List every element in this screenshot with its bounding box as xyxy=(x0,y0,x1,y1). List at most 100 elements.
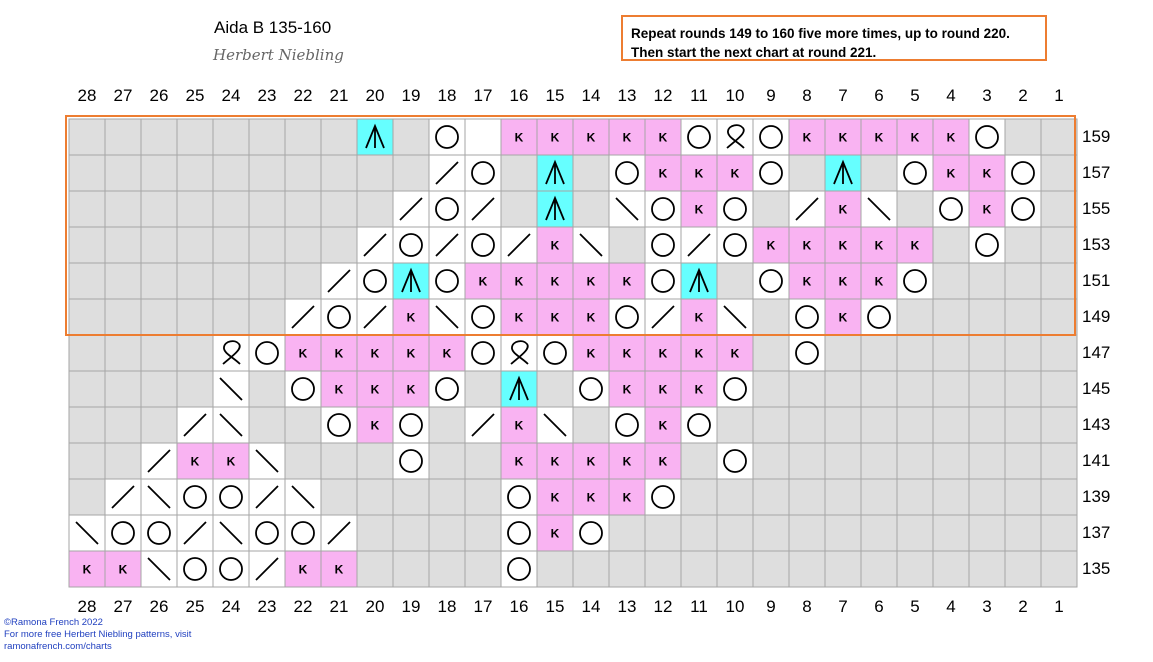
chart-cell-no-stitch xyxy=(932,334,970,372)
svg-text:K: K xyxy=(515,275,524,289)
chart-cell-knit-through-back-loop: K xyxy=(680,370,718,408)
chart-cell-yarn-over xyxy=(644,262,682,300)
chart-cell-left-slant-decrease xyxy=(284,478,322,516)
chart-cell-knit-through-back-loop: K xyxy=(536,226,574,264)
column-number: 6 xyxy=(874,597,884,616)
chart-cell-left-slant-decrease xyxy=(68,514,106,552)
chart-cell-centered-double-decrease xyxy=(356,118,394,156)
column-number: 9 xyxy=(766,86,776,105)
chart-cell-knit-through-back-loop: K xyxy=(500,262,538,300)
chart-cell-no-stitch xyxy=(788,478,826,516)
chart-cell-no-stitch xyxy=(320,442,358,480)
svg-text:K: K xyxy=(839,239,848,253)
chart-cell-no-stitch xyxy=(752,550,790,588)
chart-cell-no-stitch xyxy=(140,334,178,372)
chart-cell-yarn-over xyxy=(716,190,754,228)
chart-title: Aida B 135-160 xyxy=(214,18,332,37)
chart-cell-yarn-over xyxy=(896,262,934,300)
svg-text:K: K xyxy=(875,239,884,253)
svg-text:K: K xyxy=(371,383,380,397)
chart-cell-yarn-over xyxy=(392,442,430,480)
column-number: 28 xyxy=(77,597,97,616)
footer-copyright: ©Ramona French 2022 xyxy=(4,617,103,628)
chart-cell-right-slant-decrease xyxy=(680,226,718,264)
chart-cell-knit-through-back-loop: K xyxy=(284,334,322,372)
chart-cell-no-stitch xyxy=(284,262,322,300)
chart-cell-no-stitch xyxy=(464,442,502,480)
chart-cell-no-stitch xyxy=(68,298,106,336)
column-number: 11 xyxy=(690,86,708,105)
svg-text:K: K xyxy=(515,131,524,145)
chart-cell-yarn-over xyxy=(680,118,718,156)
chart-cell-no-stitch xyxy=(248,190,286,228)
chart-cell-no-stitch xyxy=(104,370,142,408)
chart-cell-no-stitch xyxy=(176,334,214,372)
svg-text:K: K xyxy=(371,419,380,433)
chart-cell-no-stitch xyxy=(860,154,898,192)
svg-text:K: K xyxy=(983,203,992,217)
column-number: 25 xyxy=(185,86,205,105)
footer-line-2: For more free Herbert Niebling patterns,… xyxy=(4,629,192,640)
chart-cell-right-slant-decrease xyxy=(140,442,178,480)
chart-cell-no-stitch xyxy=(392,118,430,156)
chart-cell-knit-through-back-loop: K xyxy=(896,226,934,264)
chart-cell-no-stitch xyxy=(716,478,754,516)
column-number: 27 xyxy=(113,86,133,105)
chart-cell-no-stitch xyxy=(68,478,106,516)
chart-cell-yarn-over xyxy=(716,370,754,408)
designer-name: Herbert Niebling xyxy=(213,46,344,64)
chart-cell-yarn-over xyxy=(104,514,142,552)
chart-cell-left-slant-decrease xyxy=(212,370,250,408)
svg-text:K: K xyxy=(803,131,812,145)
chart-cell-right-slant-decrease xyxy=(392,190,430,228)
chart-cell-knit-through-back-loop: K xyxy=(500,442,538,480)
svg-text:K: K xyxy=(515,311,524,325)
svg-text:K: K xyxy=(299,347,308,361)
chart-cell-knit-through-back-loop: K xyxy=(644,442,682,480)
chart-cell-knit-through-back-loop: K xyxy=(644,118,682,156)
svg-text:K: K xyxy=(767,239,776,253)
chart-cell-no-stitch xyxy=(752,334,790,372)
chart-cell-cell xyxy=(464,118,502,156)
svg-text:K: K xyxy=(659,167,668,181)
chart-cell-knit-through-back-loop: K xyxy=(680,298,718,336)
svg-text:K: K xyxy=(551,239,560,253)
chart-cell-left-slant-decrease xyxy=(608,190,646,228)
chart-cell-knit-through-back-loop: K xyxy=(392,298,430,336)
chart-cell-no-stitch xyxy=(248,262,286,300)
chart-cell-right-slant-decrease xyxy=(320,262,358,300)
chart-cell-right-slant-decrease xyxy=(464,406,502,444)
chart-cell-no-stitch xyxy=(68,370,106,408)
svg-text:K: K xyxy=(551,527,560,541)
chart-cell-yarn-over xyxy=(500,478,538,516)
row-number: 153 xyxy=(1082,235,1111,254)
chart-cell-no-stitch xyxy=(644,550,682,588)
chart-cell-no-stitch xyxy=(356,190,394,228)
svg-text:K: K xyxy=(659,383,668,397)
chart-cell-no-stitch xyxy=(176,298,214,336)
chart-cell-no-stitch xyxy=(896,478,934,516)
chart-cell-knit-through-back-loop: K xyxy=(608,478,646,516)
chart-cell-no-stitch xyxy=(1004,406,1042,444)
chart-cell-knit-through-back-loop: K xyxy=(824,298,862,336)
chart-cell-knit-through-back-loop: K xyxy=(608,262,646,300)
chart-cell-no-stitch xyxy=(212,154,250,192)
svg-text:K: K xyxy=(623,383,632,397)
chart-cell-yarn-over xyxy=(248,334,286,372)
chart-cell-no-stitch xyxy=(392,514,430,552)
svg-text:K: K xyxy=(587,491,596,505)
repeat-note-box: Repeat rounds 149 to 160 five more times… xyxy=(621,15,1047,61)
svg-text:K: K xyxy=(587,131,596,145)
chart-cell-no-stitch xyxy=(968,550,1006,588)
chart-cell-knit-through-back-loop: K xyxy=(788,226,826,264)
chart-cell-no-stitch xyxy=(1004,334,1042,372)
svg-text:K: K xyxy=(731,347,740,361)
chart-cell-centered-double-decrease xyxy=(680,262,718,300)
chart-cell-no-stitch xyxy=(824,514,862,552)
chart-cell-no-stitch xyxy=(1004,478,1042,516)
chart-cell-no-stitch xyxy=(968,298,1006,336)
chart-cell-no-stitch xyxy=(464,478,502,516)
svg-text:K: K xyxy=(299,563,308,577)
chart-cell-knit-through-back-loop: K xyxy=(968,190,1006,228)
chart-cell-yarn-over xyxy=(644,478,682,516)
